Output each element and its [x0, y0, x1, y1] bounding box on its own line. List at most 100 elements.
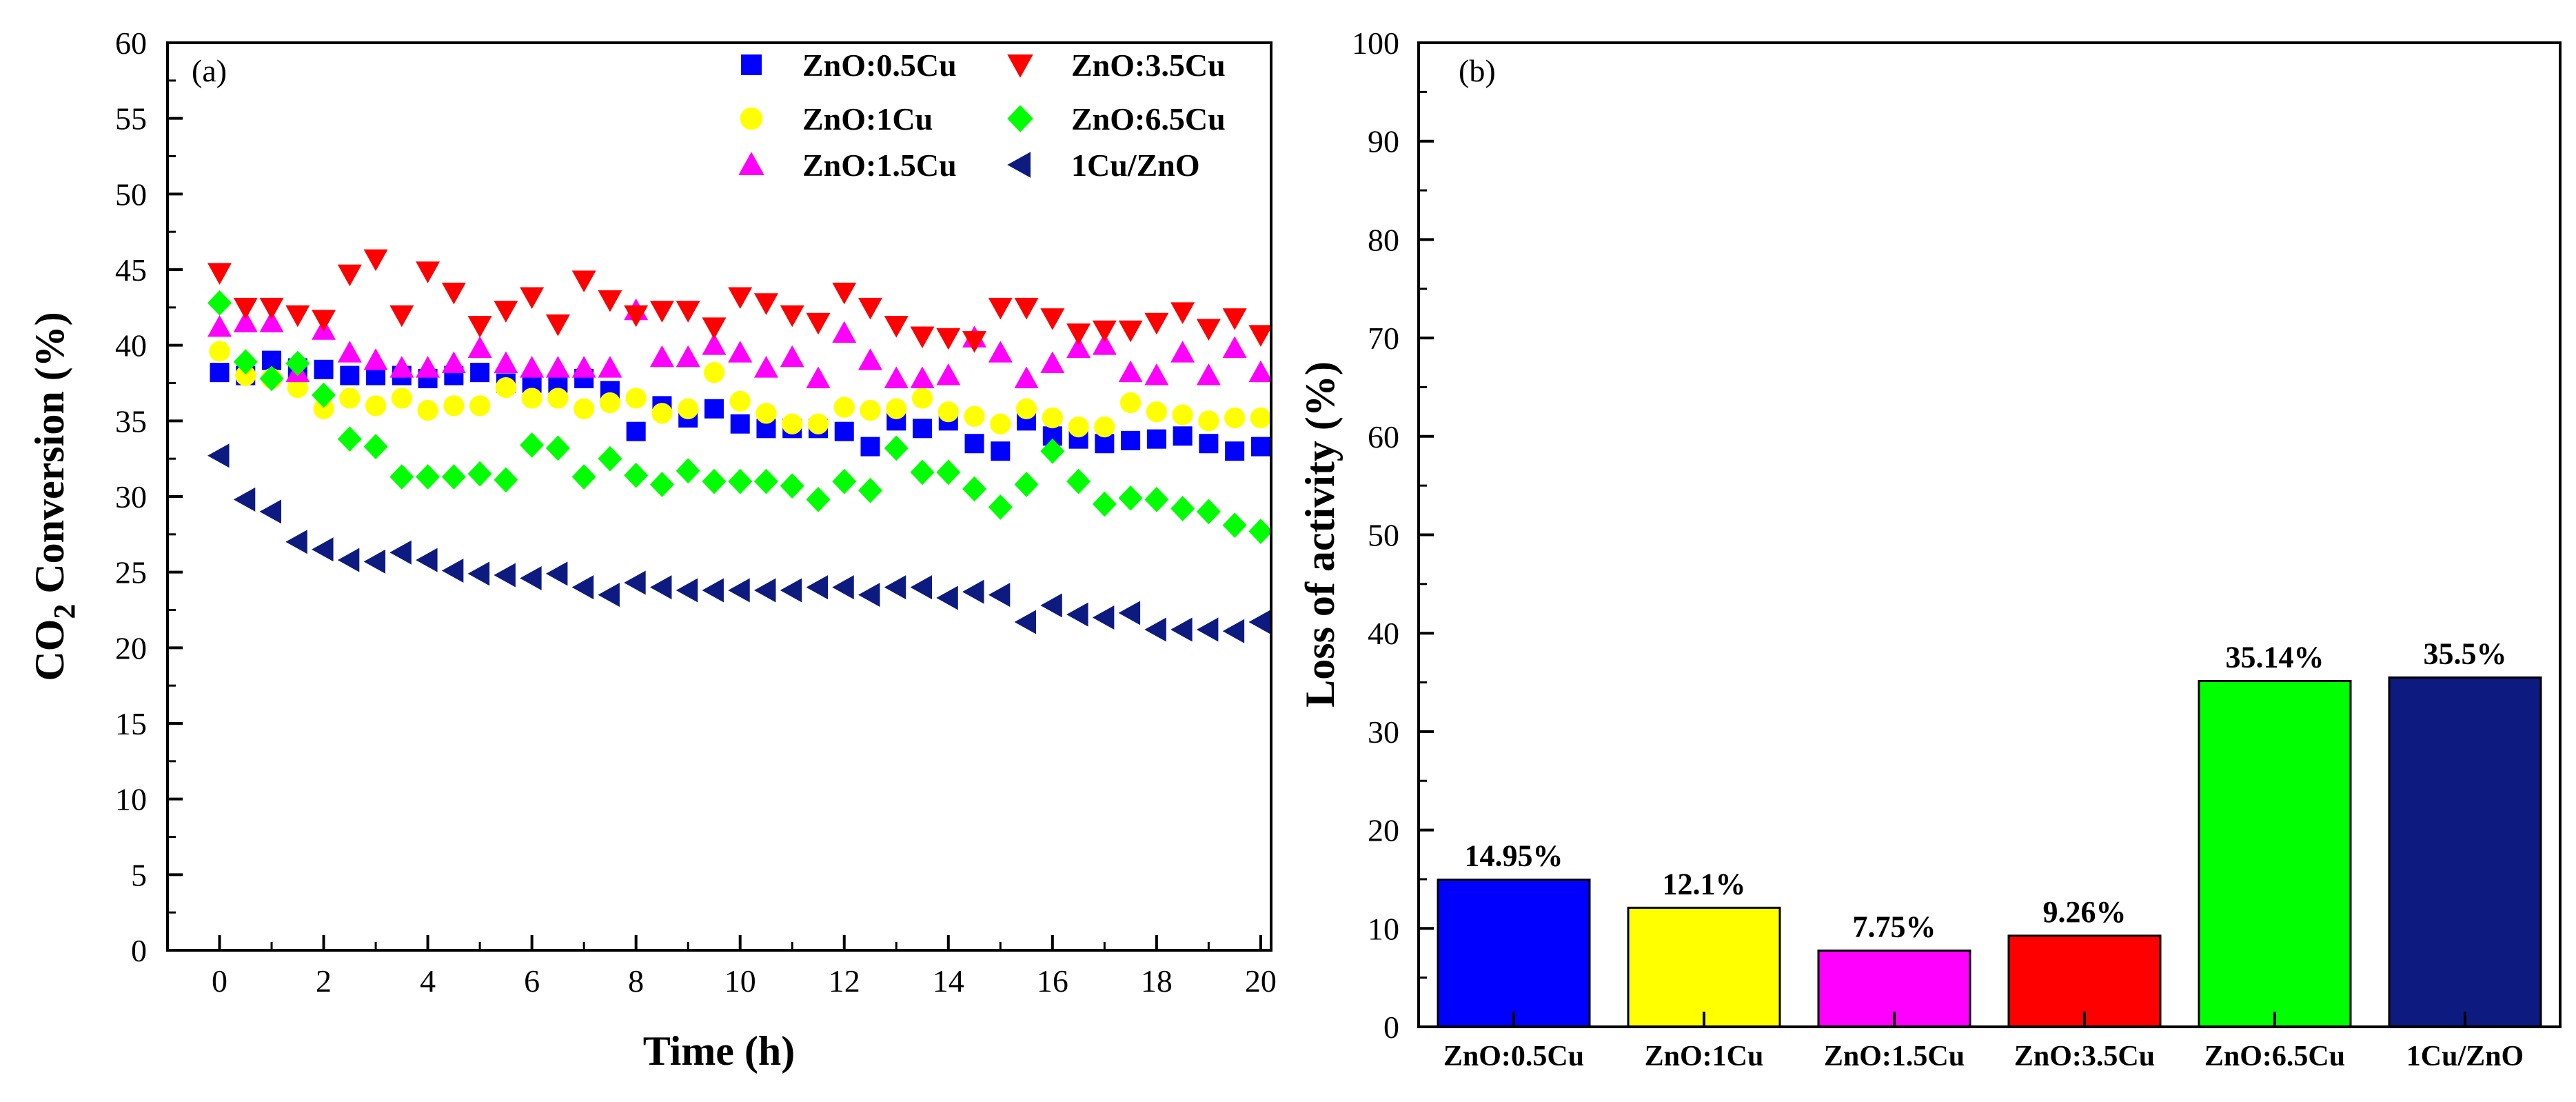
data-point	[936, 363, 961, 385]
legend-label: ZnO:6.5Cu	[1071, 101, 1226, 137]
data-point	[1170, 341, 1195, 363]
data-point	[1014, 610, 1037, 634]
series-ZnO:1Cu	[209, 341, 1272, 438]
data-point	[704, 399, 724, 419]
data-point	[598, 356, 622, 378]
data-point	[363, 249, 388, 272]
data-point	[782, 413, 803, 434]
data-point	[285, 305, 310, 328]
data-point	[1248, 610, 1270, 634]
data-point	[651, 403, 673, 424]
x-tick-label: 16	[1037, 963, 1068, 999]
data-point	[625, 388, 647, 409]
category-label: ZnO:6.5Cu	[2204, 1041, 2345, 1072]
panel-a-data-points	[207, 249, 1273, 643]
data-point	[910, 459, 935, 485]
data-point	[1014, 297, 1039, 320]
data-point	[962, 579, 984, 604]
data-point	[1066, 468, 1091, 494]
data-point	[1092, 320, 1117, 343]
data-point	[1068, 416, 1089, 438]
data-point	[910, 575, 933, 600]
data-point	[964, 434, 984, 454]
legend-marker	[738, 152, 764, 175]
data-point	[1199, 434, 1219, 454]
data-point	[676, 578, 698, 603]
data-point	[337, 548, 360, 572]
panel-a-x-tick-labels: 0 2 4 6 8 10 12 14 16 18 20	[212, 963, 1277, 999]
data-point	[649, 301, 674, 323]
data-point	[233, 310, 258, 332]
data-point	[884, 435, 909, 461]
data-point	[884, 316, 909, 338]
y-tick-label: 50	[115, 177, 147, 212]
panel-b-category-labels: ZnO:0.5Cu ZnO:1Cu ZnO:1.5Cu ZnO:3.5Cu ZnO:6.…	[1443, 1041, 2524, 1072]
y-tick-label: 30	[115, 479, 147, 514]
data-point	[755, 403, 777, 424]
data-point	[858, 583, 880, 608]
data-point	[235, 365, 256, 386]
bar-ZnO:3.5Cu	[2007, 934, 2162, 1028]
data-point	[649, 575, 672, 600]
data-point	[363, 348, 388, 370]
panel-a-plot-frame	[166, 41, 1272, 952]
x-tick-label: 6	[524, 963, 540, 999]
data-point	[339, 388, 361, 409]
data-point	[936, 585, 958, 610]
y-tick-label: 30	[1368, 714, 1399, 750]
data-point	[911, 388, 933, 409]
data-point	[389, 464, 414, 490]
bar-value-label: 12.1%	[1663, 867, 1746, 901]
data-point	[860, 399, 881, 421]
legend-item: ZnO:3.5Cu	[1007, 48, 1226, 83]
data-point	[1014, 472, 1039, 497]
panel-b-ticks	[1419, 41, 1434, 1028]
data-point	[417, 399, 438, 421]
data-point	[1042, 407, 1063, 429]
legend-item: ZnO:1Cu	[740, 101, 933, 137]
data-point	[780, 345, 804, 368]
panel-b-y-tick-labels: 0 10 20 30 40 50 60 70 80 90 100	[1352, 26, 1399, 1045]
data-point	[1118, 360, 1143, 383]
data-point	[233, 297, 258, 320]
data-point	[753, 356, 778, 378]
data-point	[210, 363, 230, 383]
data-point	[780, 578, 802, 603]
y-tick-label: 60	[115, 26, 147, 61]
y-tick-label: 10	[115, 782, 147, 817]
data-point	[676, 345, 700, 368]
data-point	[467, 316, 492, 338]
y-tick-label: 70	[1368, 321, 1399, 356]
bar-ZnO:1Cu	[1627, 906, 1781, 1028]
y-tick-label: 20	[115, 630, 147, 665]
y-tick-label: 25	[115, 555, 147, 590]
data-point	[962, 331, 987, 353]
series-1Cu/ZnO	[207, 443, 1270, 643]
data-point	[678, 398, 699, 419]
data-point	[520, 565, 542, 590]
data-point	[363, 434, 388, 459]
data-point	[389, 540, 412, 565]
y-tick-label: 5	[131, 857, 147, 892]
legend-marker	[741, 54, 762, 75]
y-tick-label: 10	[1368, 911, 1399, 946]
data-point	[1040, 351, 1065, 373]
data-point	[520, 287, 545, 309]
bar-value-label: 35.14%	[2226, 641, 2324, 674]
data-point	[571, 356, 596, 378]
y-tick-label: 40	[1368, 616, 1399, 651]
data-point	[1015, 398, 1037, 419]
data-point	[520, 356, 545, 378]
data-point	[858, 477, 883, 503]
y-tick-label: 35	[115, 403, 147, 439]
data-point	[571, 575, 594, 600]
data-point	[936, 328, 961, 350]
data-point	[702, 578, 724, 603]
data-point	[730, 414, 750, 434]
data-point	[649, 345, 674, 368]
data-point	[259, 297, 284, 320]
data-point	[1118, 320, 1143, 343]
y-tick-label: 20	[1368, 813, 1399, 848]
legend-marker	[1007, 152, 1031, 178]
